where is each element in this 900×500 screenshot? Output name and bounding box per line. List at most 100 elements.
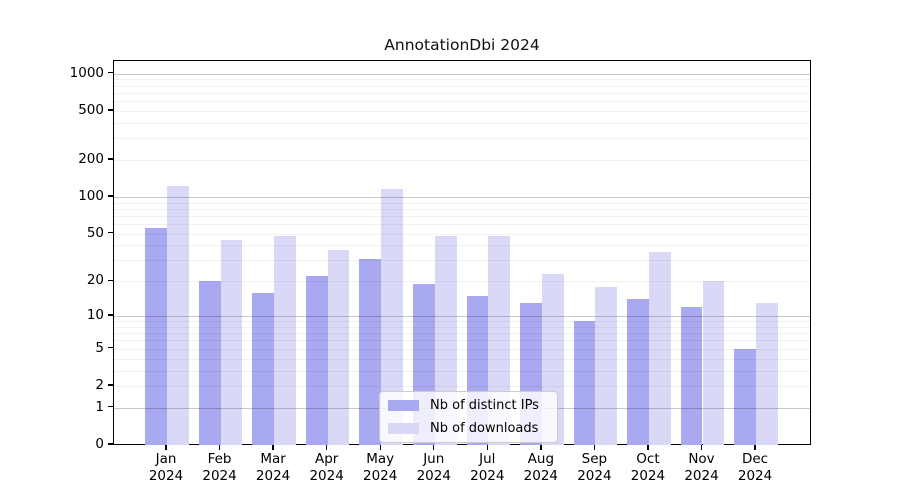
gridline-400	[114, 122, 810, 124]
bar-nb-of-distinct-ips-sep-2024	[573, 321, 596, 445]
y-tick-label-50: 50	[86, 224, 104, 241]
y-tick-mark	[108, 406, 113, 408]
gridline-500	[114, 110, 810, 112]
gridline-7	[114, 333, 810, 335]
y-tick-label-2: 2	[95, 376, 104, 393]
y-tick-label-5: 5	[95, 339, 104, 356]
bar-nb-of-downloads-apr-2024	[327, 249, 350, 445]
x-tick-label-jan-2024: Jan 2024	[134, 451, 198, 485]
x-tick-label-year: 2024	[416, 468, 451, 484]
x-tick-mark	[325, 445, 328, 450]
x-tick-mark	[754, 445, 756, 450]
gridline-300	[114, 138, 810, 140]
gridline-90	[114, 202, 810, 204]
y-tick-mark	[108, 347, 113, 349]
x-tick-label-mar-2024: Mar 2024	[241, 451, 305, 485]
bar-nb-of-downloads-may-2024	[381, 189, 403, 445]
legend-swatch-nb-of-distinct-ips	[388, 400, 419, 411]
y-tick-label-20: 20	[86, 272, 104, 289]
x-tick-label-year: 2024	[202, 468, 237, 484]
y-tick-label-100: 100	[78, 187, 104, 204]
bar-nb-of-downloads-mar-2024	[274, 235, 296, 445]
bar-nb-of-distinct-ips-nov-2024	[680, 307, 703, 445]
y-tick-mark	[108, 232, 113, 234]
y-tick-mark	[108, 195, 113, 197]
bar-nb-of-downloads-feb-2024	[220, 240, 243, 445]
gridline-9	[114, 321, 810, 323]
x-tick-label-year: 2024	[737, 468, 773, 484]
legend-label: Nb of downloads	[430, 421, 539, 436]
y-tick-label-1000: 1000	[69, 64, 104, 81]
gridline-800	[114, 85, 810, 87]
x-tick-mark	[379, 445, 381, 450]
plot-area: Nb of distinct IPs Nb of downloads	[113, 60, 811, 445]
gridline-6	[114, 340, 810, 342]
y-tick-mark	[108, 158, 113, 160]
gridline-200	[114, 160, 810, 161]
x-tick-label-year: 2024	[309, 468, 344, 484]
x-tick-label-apr-2024: Apr 2024	[295, 451, 359, 485]
bar-nb-of-downloads-oct-2024	[648, 252, 671, 445]
y-tick-mark	[108, 384, 113, 386]
bar-nb-of-distinct-ips-dec-2024	[734, 348, 757, 445]
gridline-700	[114, 92, 810, 94]
legend-label: Nb of distinct IPs	[430, 398, 539, 413]
y-tick-label-0: 0	[95, 436, 104, 452]
gridline-900	[114, 79, 810, 81]
x-tick-mark	[486, 445, 488, 450]
y-tick-label-10: 10	[86, 307, 104, 324]
gridline-3	[114, 370, 810, 372]
bar-nb-of-distinct-ips-jan-2024	[145, 227, 167, 445]
x-tick-label-year: 2024	[523, 468, 559, 484]
x-tick-mark	[272, 445, 274, 450]
gridline-600	[114, 101, 810, 103]
bar-nb-of-distinct-ips-oct-2024	[627, 299, 649, 445]
x-tick-label-may-2024: May 2024	[348, 451, 412, 485]
gridline-4	[114, 358, 810, 360]
y-tick-mark	[108, 109, 113, 111]
y-tick-mark	[108, 72, 113, 74]
x-tick-label-oct-2024: Oct 2024	[616, 451, 680, 485]
x-tick-label-year: 2024	[684, 468, 719, 484]
gridline-40	[114, 245, 810, 247]
x-tick-mark	[647, 445, 649, 450]
x-tick-label-year: 2024	[363, 468, 398, 484]
bar-nb-of-downloads-sep-2024	[595, 286, 618, 445]
gridline-2	[114, 385, 810, 387]
gridline-30	[114, 260, 810, 262]
y-tick-label-1: 1	[95, 398, 104, 415]
x-tick-label-year: 2024	[630, 468, 666, 484]
x-tick-label-jul-2024: Jul 2024	[455, 451, 519, 485]
x-tick-mark	[540, 445, 542, 450]
x-tick-label-feb-2024: Feb 2024	[188, 451, 252, 485]
gridline-50	[114, 233, 810, 235]
y-tick-label-500: 500	[78, 101, 104, 118]
gridline-60	[114, 224, 810, 226]
gridline-1000	[114, 73, 810, 75]
bar-nb-of-distinct-ips-feb-2024	[198, 281, 221, 445]
bar-nb-of-downloads-jan-2024	[167, 186, 189, 445]
legend-item-nb-of-downloads: Nb of downloads	[388, 421, 547, 436]
bar-nb-of-downloads-dec-2024	[756, 303, 778, 445]
bar-nb-of-distinct-ips-mar-2024	[252, 292, 275, 445]
x-tick-label-year: 2024	[148, 468, 184, 484]
y-tick-mark	[108, 314, 113, 316]
x-tick-mark	[165, 445, 167, 450]
gridline-20	[114, 281, 810, 283]
gridline-5	[114, 348, 810, 350]
bar-nb-of-downloads-nov-2024	[702, 281, 725, 445]
bar-nb-of-distinct-ips-apr-2024	[305, 276, 328, 445]
y-tick-label-200: 200	[78, 151, 104, 167]
chart-title: AnnotationDbi 2024	[384, 36, 540, 54]
x-tick-label-sep-2024: Sep 2024	[562, 451, 626, 485]
gridline-10	[114, 316, 810, 318]
x-tick-mark	[218, 445, 221, 450]
bar-nb-of-distinct-ips-may-2024	[359, 258, 382, 445]
x-tick-mark	[433, 445, 435, 450]
x-tick-mark	[700, 445, 703, 450]
x-tick-label-dec-2024: Dec 2024	[723, 451, 787, 485]
gridline-80	[114, 208, 810, 210]
y-tick-mark	[108, 279, 113, 282]
legend-item-nb-of-distinct-ips: Nb of distinct IPs	[388, 398, 547, 413]
